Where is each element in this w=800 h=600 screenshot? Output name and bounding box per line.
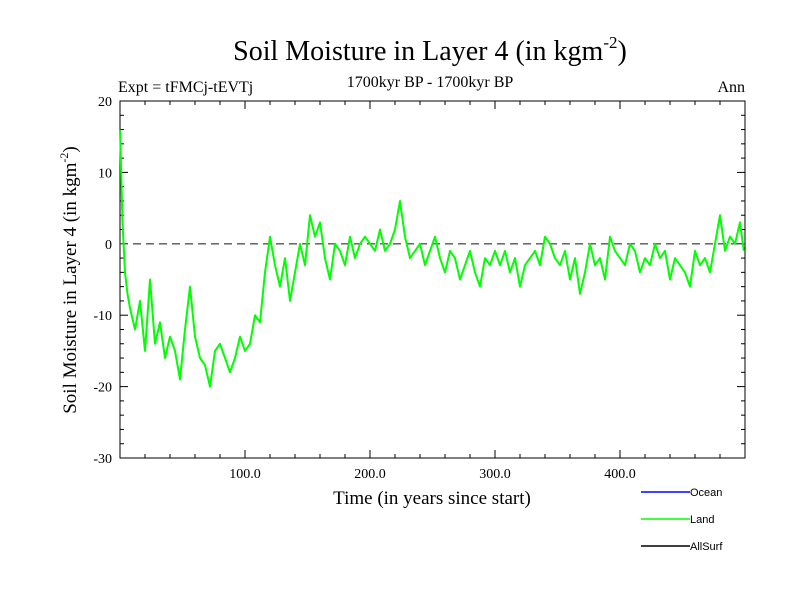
x-tick-label: 400.0 [604, 467, 636, 482]
chart-subtitle: 1700kyr BP - 1700kyr BP [347, 74, 514, 91]
y-axis: 20 10 0 -10 -20 -30 [93, 95, 745, 467]
series-group [119, 129, 745, 388]
legend-label-land: Land [690, 514, 714, 526]
experiment-label: Expt = tFMCj-tEVTj [118, 79, 253, 96]
season-label: Ann [717, 79, 745, 96]
y-tick-label: 10 [98, 166, 112, 181]
y-tick-label: -10 [93, 309, 112, 324]
legend-label-ocean: Ocean [690, 487, 722, 499]
legend: Ocean Land AllSurf [641, 487, 723, 553]
y-tick-label: 0 [105, 238, 112, 253]
x-axis: 100.0 200.0 300.0 400.0 [144, 101, 721, 482]
y-tick-label: 20 [98, 95, 112, 110]
plot-frame [119, 100, 746, 459]
y-tick-label: -20 [93, 381, 112, 396]
x-tick-label: 200.0 [354, 467, 386, 482]
y-axis-label: Soil Moisture in Layer 4 (in kgm-2) [57, 146, 81, 414]
x-tick-label: 300.0 [479, 467, 511, 482]
x-axis-label: Time (in years since start) [333, 488, 531, 509]
series-line-land [119, 129, 745, 388]
x-tick-label: 100.0 [229, 467, 261, 482]
legend-label-allsurf: AllSurf [690, 541, 723, 553]
y-tick-label: -30 [93, 452, 112, 467]
chart-title: Soil Moisture in Layer 4 (in kgm-2) [233, 33, 627, 67]
